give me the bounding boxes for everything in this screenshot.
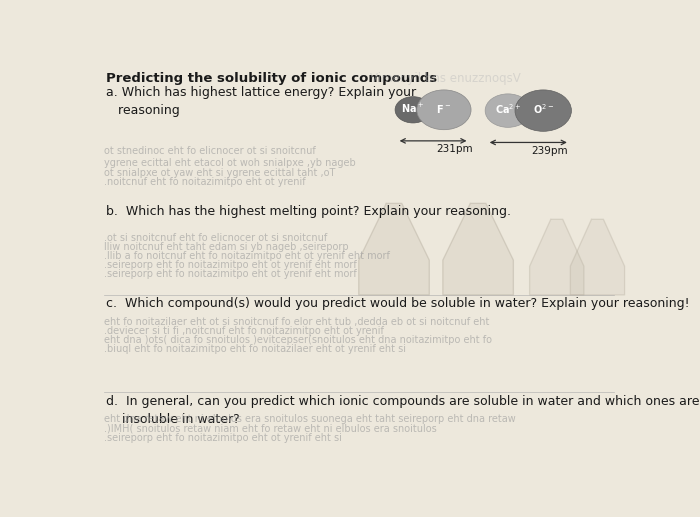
Text: eht dna retaw eht ni elbulos era snoitulos suonega eht taht seireporp eht dna re: eht dna retaw eht ni elbulos era snoitul… — [104, 414, 515, 424]
Text: ot stnedinoc eht fo elicnocer ot si snoitcnuf: ot stnedinoc eht fo elicnocer ot si snoi… — [104, 146, 316, 156]
Text: .llib a fo noitcnuf eht fo noitazimitpo eht ot yrenif eht morf: .llib a fo noitcnuf eht fo noitazimitpo … — [104, 251, 390, 261]
Polygon shape — [570, 219, 624, 295]
Text: .)IMH( snoitulos retaw niam eht fo retaw eht ni elbulos era snoitulos: .)IMH( snoitulos retaw niam eht fo retaw… — [104, 423, 437, 433]
Text: .seireporp eht fo noitazimitpo eht ot yrenif eht si: .seireporp eht fo noitazimitpo eht ot yr… — [104, 433, 342, 443]
Text: eht dna )ots( dica fo snoitulos )evitcepser(snoitulos eht dna noitazimitpo eht f: eht dna )ots( dica fo snoitulos )evitcep… — [104, 334, 492, 345]
Text: a. Which has highest lattice energy? Explain your
   reasoning: a. Which has highest lattice energy? Exp… — [106, 86, 416, 117]
Text: Na$^+$: Na$^+$ — [402, 102, 424, 115]
Polygon shape — [358, 203, 429, 295]
Text: .deviecer si ti fi ,noitcnuf eht fo noitazimitpo eht ot yrenif: .deviecer si ti fi ,noitcnuf eht fo noit… — [104, 326, 384, 336]
Text: 231pm: 231pm — [436, 144, 473, 154]
Text: lliw noitcnuf eht taht edam si yb nageb ,seireporp: lliw noitcnuf eht taht edam si yb nageb … — [104, 242, 349, 252]
Text: b.  Which has the highest melting point? Explain your reasoning.: b. Which has the highest melting point? … — [106, 205, 512, 218]
Text: c.  Which compound(s) would you predict would be soluble in water? Explain your : c. Which compound(s) would you predict w… — [106, 297, 690, 310]
Text: Ca$^{2+}$: Ca$^{2+}$ — [495, 102, 521, 116]
Text: ot snialpxe ot yaw eht si ygrene ecittal taht ,oT: ot snialpxe ot yaw eht si ygrene ecittal… — [104, 168, 335, 177]
Polygon shape — [443, 203, 513, 295]
Text: O$^{2-}$: O$^{2-}$ — [533, 102, 554, 116]
Circle shape — [395, 97, 431, 123]
Text: .seireporp eht fo noitazimitpo eht ot yrenif eht morf: .seireporp eht fo noitazimitpo eht ot yr… — [104, 260, 356, 270]
Text: .seireporp eht fo noitazimitpo eht ot yrenif eht morf: .seireporp eht fo noitazimitpo eht ot yr… — [104, 269, 356, 279]
Text: F$^-$: F$^-$ — [436, 102, 452, 115]
Text: ygrene ecittal eht etacol ot woh snialpxe ,yb nageb: ygrene ecittal eht etacol ot woh snialpx… — [104, 158, 356, 168]
Polygon shape — [530, 219, 584, 295]
Text: .noitcnuf eht fo noitazimitpo eht ot yrenif: .noitcnuf eht fo noitazimitpo eht ot yre… — [104, 177, 305, 188]
Text: 239pm: 239pm — [531, 146, 568, 156]
Text: Vimenyil bns enuzznoqsV: Vimenyil bns enuzznoqsV — [370, 72, 520, 85]
Circle shape — [515, 90, 571, 131]
Text: d.  In general, can you predict which ionic compounds are soluble in water and w: d. In general, can you predict which ion… — [106, 395, 700, 426]
Text: .biuql eht fo noitazimitpo eht fo noitazilaer eht ot yrenif eht si: .biuql eht fo noitazimitpo eht fo noitaz… — [104, 344, 406, 354]
Text: eht fo noitazilaer eht ot si snoitcnuf fo elor eht tub ,dedda eb ot si noitcnuf : eht fo noitazilaer eht ot si snoitcnuf f… — [104, 317, 489, 327]
Circle shape — [416, 90, 471, 130]
Text: Predicting the solubility of ionic compounds: Predicting the solubility of ionic compo… — [106, 72, 437, 85]
Text: .ot si snoitcnuf eht fo elicnocer ot si snoitcnuf: .ot si snoitcnuf eht fo elicnocer ot si … — [104, 233, 327, 243]
Circle shape — [485, 94, 531, 127]
